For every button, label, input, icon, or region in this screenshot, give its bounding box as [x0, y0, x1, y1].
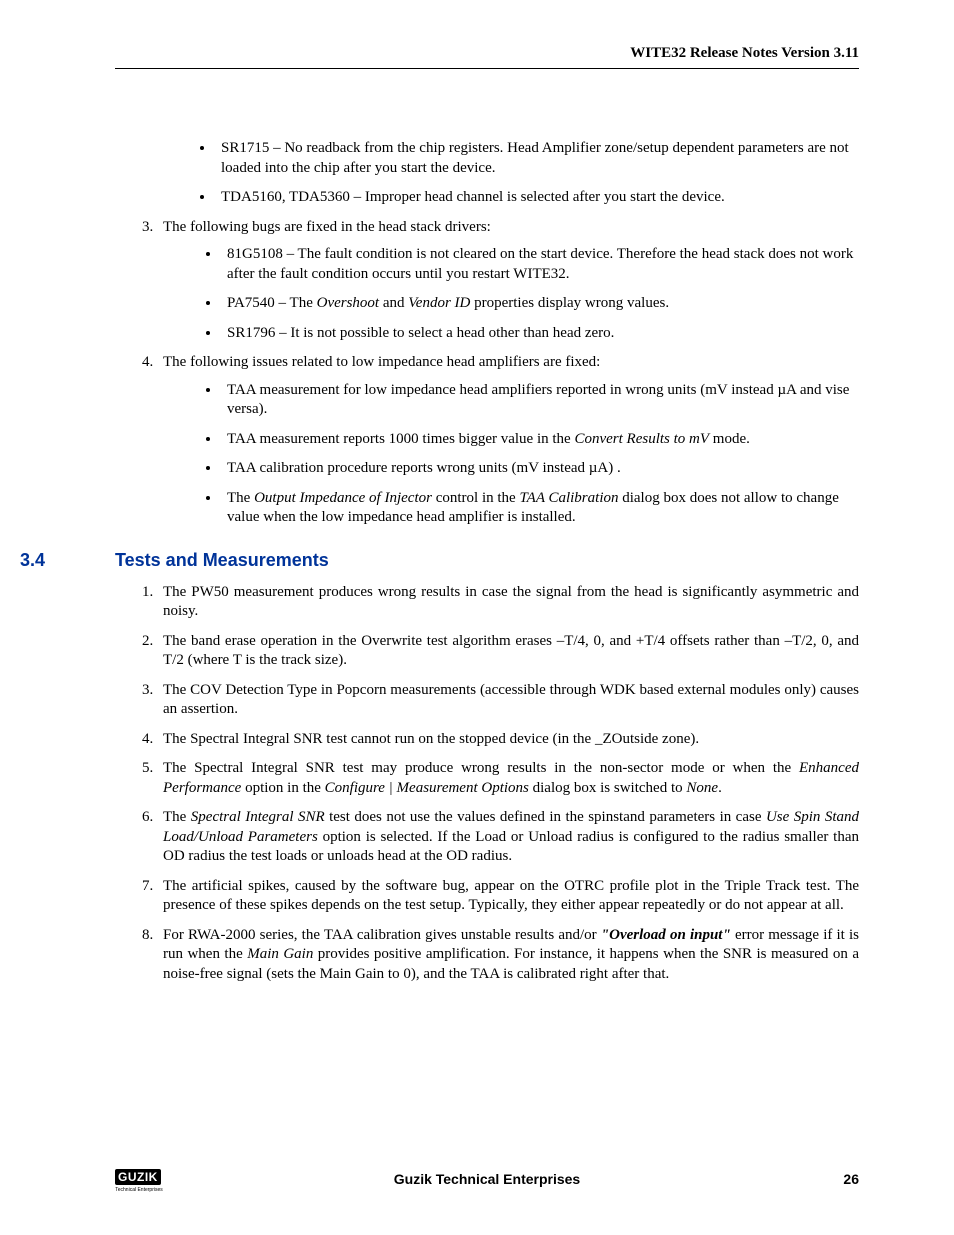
- page-header: WITE32 Release Notes Version 3.11: [115, 45, 859, 69]
- section-list: The PW50 measurement produces wrong resu…: [115, 583, 859, 985]
- text: PA7540 – The: [227, 295, 317, 311]
- bullet-item: TAA measurement for low impedance head a…: [221, 381, 859, 420]
- list-item-4: The following issues related to low impe…: [157, 353, 859, 528]
- text: For RWA-2000 series, the TAA calibration…: [163, 927, 601, 943]
- italic-text: Configure | Measurement Options: [325, 780, 529, 796]
- logo-subtext: Technical Enterprises: [115, 1187, 163, 1193]
- list-item-3: The following bugs are fixed in the head…: [157, 218, 859, 344]
- sub-bullets: TAA measurement for low impedance head a…: [163, 381, 859, 528]
- list-item: The PW50 measurement produces wrong resu…: [157, 583, 859, 622]
- italic-text: Overshoot: [317, 295, 380, 311]
- list-item-text: The following bugs are fixed in the head…: [163, 219, 491, 235]
- text: option in the: [241, 780, 324, 796]
- text: .: [718, 780, 722, 796]
- continuation-bullets: SR1715 – No readback from the chip regis…: [157, 139, 859, 208]
- list-item-text: The following issues related to low impe…: [163, 354, 600, 370]
- text: TAA measurement reports 1000 times bigge…: [227, 431, 574, 447]
- italic-text: Convert Results to mV: [574, 431, 709, 447]
- text: The: [163, 809, 191, 825]
- list-item: The Spectral Integral SNR test does not …: [157, 808, 859, 867]
- bullet-item: TAA measurement reports 1000 times bigge…: [221, 430, 859, 450]
- italic-text: TAA Calibration: [519, 490, 618, 506]
- section-heading: 3.4 Tests and Measurements: [20, 550, 859, 571]
- page-footer: GUZIK Technical Enterprises Guzik Techni…: [115, 1168, 859, 1190]
- italic-text: None: [686, 780, 718, 796]
- text: dialog box is switched to: [529, 780, 687, 796]
- italic-text: Vendor ID: [408, 295, 470, 311]
- italic-text: Output Impedance of Injector: [254, 490, 432, 506]
- text: properties display wrong values.: [470, 295, 669, 311]
- bullet-item: The Output Impedance of Injector control…: [221, 489, 859, 528]
- bold-italic-text: "Overload on input": [601, 927, 731, 943]
- bullet-item: SR1715 – No readback from the chip regis…: [215, 139, 859, 178]
- footer-page-number: 26: [843, 1171, 859, 1187]
- page: WITE32 Release Notes Version 3.11 SR1715…: [0, 0, 954, 1235]
- bullet-item: 81G5108 – The fault condition is not cle…: [221, 245, 859, 284]
- bullet-item: TDA5160, TDA5360 – Improper head channel…: [215, 188, 859, 208]
- list-item: The artificial spikes, caused by the sof…: [157, 877, 859, 916]
- list-item: The band erase operation in the Overwrit…: [157, 632, 859, 671]
- list-item: The COV Detection Type in Popcorn measur…: [157, 681, 859, 720]
- list-item: For RWA-2000 series, the TAA calibration…: [157, 926, 859, 985]
- bullet-item: SR1796 – It is not possible to select a …: [221, 324, 859, 344]
- text: The: [227, 490, 254, 506]
- bullet-item: PA7540 – The Overshoot and Vendor ID pro…: [221, 294, 859, 314]
- footer-company: Guzik Technical Enterprises: [115, 1171, 859, 1187]
- section-title: Tests and Measurements: [115, 550, 329, 571]
- text: and: [379, 295, 408, 311]
- sub-bullets: 81G5108 – The fault condition is not cle…: [163, 245, 859, 343]
- numbered-list-top: The following bugs are fixed in the head…: [115, 218, 859, 528]
- text: test does not use the values defined in …: [325, 809, 766, 825]
- text: mode.: [709, 431, 750, 447]
- italic-text: Main Gain: [247, 946, 313, 962]
- list-item: The Spectral Integral SNR test cannot ru…: [157, 730, 859, 750]
- bullet-item: TAA calibration procedure reports wrong …: [221, 459, 859, 479]
- list-item: The Spectral Integral SNR test may produ…: [157, 759, 859, 798]
- italic-text: Spectral Integral SNR: [191, 809, 325, 825]
- text: The Spectral Integral SNR test may produ…: [163, 760, 799, 776]
- text: control in the: [432, 490, 519, 506]
- section-number: 3.4: [20, 550, 115, 571]
